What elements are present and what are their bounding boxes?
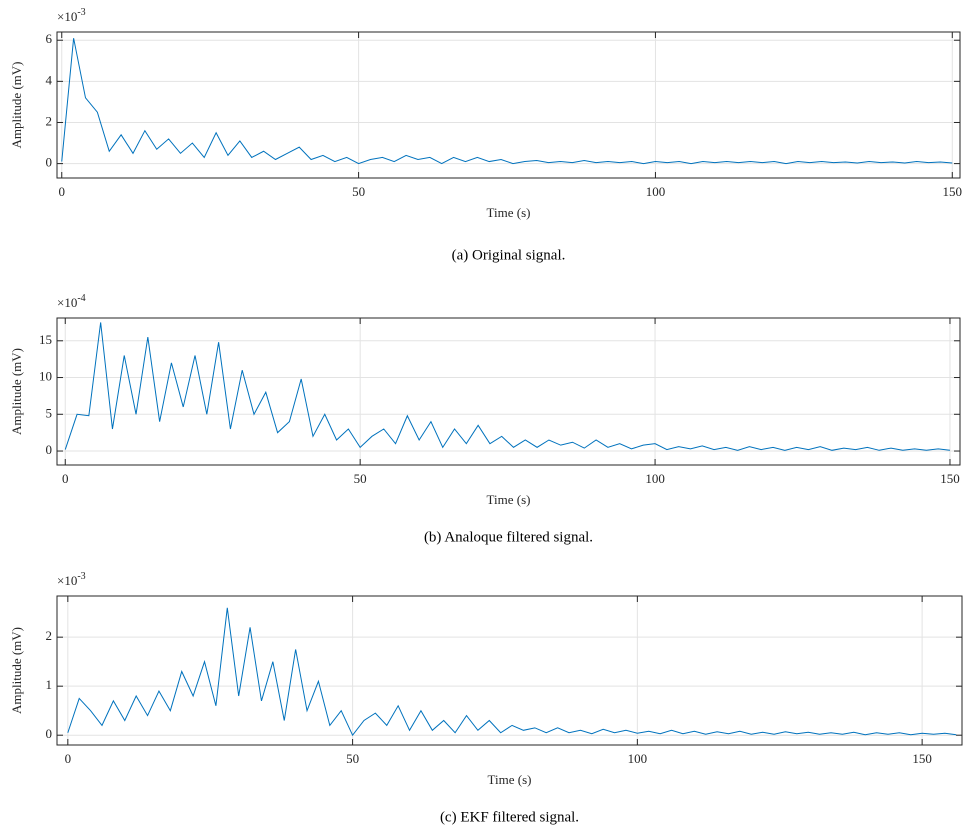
y-tick-label: 0 [46, 726, 53, 741]
x-tick-label: 100 [645, 471, 665, 486]
axis-exponent: ×10-3 [57, 571, 86, 588]
signal-line [61, 38, 953, 165]
plot-area [57, 318, 960, 465]
y-tick-label: 1 [46, 677, 53, 692]
x-tick-label: 50 [352, 184, 365, 199]
exponent-power: -3 [77, 571, 85, 582]
signal-line [67, 607, 957, 737]
exponent-base: ×10 [57, 573, 77, 588]
y-axis-label: Amplitude (mV) [9, 348, 24, 435]
axis-exponent: ×10-3 [57, 7, 86, 24]
x-tick-label: 0 [62, 471, 69, 486]
axis-exponent: ×10-4 [57, 293, 86, 310]
y-axis-label: Amplitude (mV) [9, 627, 24, 714]
x-tick-label: 50 [354, 471, 367, 486]
plot-area [57, 32, 960, 178]
x-tick-label: 150 [940, 471, 960, 486]
x-tick-label: 100 [646, 184, 666, 199]
x-tick-label: 150 [943, 184, 963, 199]
axes-frame [56, 317, 961, 466]
exponent-power: -3 [77, 7, 85, 18]
x-tick-label: 0 [58, 184, 65, 199]
subplot: 0 50 100 150 0 1 2 ×10-3 Time (s) Amplitude (mV) (… [9, 571, 963, 825]
y-axis-label: Amplitude (mV) [9, 61, 24, 148]
caption: (b) Analoque filtered signal. [424, 529, 593, 545]
y-tick-label: 6 [46, 31, 53, 46]
axes-frame [56, 595, 963, 746]
y-tick-label: 5 [46, 405, 53, 420]
x-tick-label: 50 [346, 751, 359, 766]
exponent-base: ×10 [57, 9, 77, 24]
x-axis-label: Time (s) [487, 205, 531, 220]
axes-frame [56, 31, 961, 179]
y-tick-label: 0 [46, 442, 53, 457]
caption: (a) Original signal. [452, 247, 566, 263]
x-tick-label: 150 [912, 751, 932, 766]
x-axis-label: Time (s) [487, 492, 531, 507]
plot-area [57, 596, 962, 745]
y-tick-label: 2 [46, 113, 53, 128]
y-tick-label: 0 [46, 155, 53, 170]
exponent-power: -4 [77, 293, 85, 304]
subplot: 0 50 100 150 0 2 4 6 ×10-3 Time (s) Amplitude (mV)… [9, 7, 962, 263]
signal-line [64, 322, 951, 451]
caption: (c) EKF filtered signal. [440, 809, 579, 825]
y-tick-label: 15 [39, 332, 52, 347]
y-tick-label: 2 [46, 628, 53, 643]
x-tick-label: 100 [628, 751, 648, 766]
x-axis-label: Time (s) [488, 772, 532, 787]
y-tick-label: 4 [46, 72, 53, 87]
x-tick-label: 0 [65, 751, 72, 766]
subplot: 0 50 100 150 0 5 10 15 ×10-4 Time (s) Amplitude (m… [9, 293, 961, 545]
y-tick-label: 10 [39, 369, 52, 384]
exponent-base: ×10 [57, 295, 77, 310]
